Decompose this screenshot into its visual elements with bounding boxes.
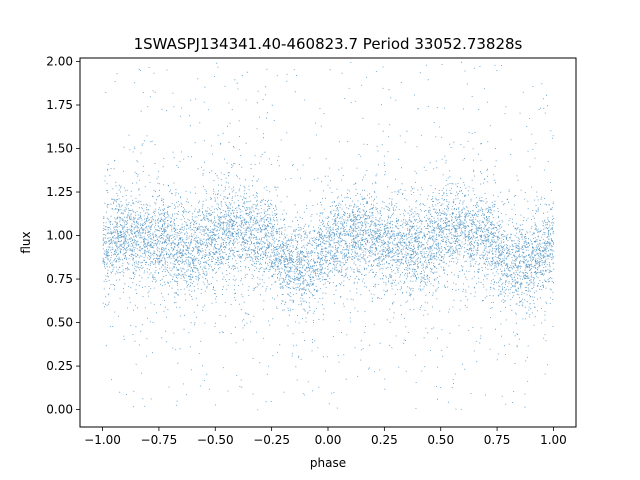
x-tick-label: 1.00	[540, 433, 567, 447]
chart-title: 1SWASPJ134341.40-460823.7 Period 33052.7…	[134, 35, 523, 53]
y-tick-label: 0.75	[46, 272, 73, 286]
y-tick-label: 1.75	[46, 98, 73, 112]
x-axis-label: phase	[310, 456, 346, 470]
y-tick-label: 2.00	[46, 54, 73, 68]
x-tick-label: −0.50	[197, 433, 234, 447]
x-tick-label: 0.50	[427, 433, 454, 447]
data-point-cloud	[102, 61, 555, 411]
x-tick-label: 0.00	[315, 433, 342, 447]
scatter-points	[102, 61, 555, 411]
y-tick-label: 0.25	[46, 359, 73, 373]
y-axis: 0.00 0.25 0.50 0.75 1.00 1.25 1.50 1.75 2.00	[46, 54, 80, 417]
y-tick-label: 0.50	[46, 316, 73, 330]
x-tick-label: 0.75	[484, 433, 511, 447]
x-tick-label: 0.25	[371, 433, 398, 447]
y-tick-label: 0.00	[46, 403, 73, 417]
x-tick-label: −0.75	[141, 433, 178, 447]
y-tick-label: 1.25	[46, 185, 73, 199]
y-axis-label: flux	[19, 231, 33, 253]
y-tick-label: 1.00	[46, 229, 73, 243]
y-tick-label: 1.50	[46, 142, 73, 156]
x-tick-label: −0.25	[253, 433, 290, 447]
x-axis: −1.00 −0.75 −0.50 −0.25 0.00 0.25 0.50 0.75 1.00	[84, 427, 567, 447]
x-tick-label: −1.00	[84, 433, 121, 447]
